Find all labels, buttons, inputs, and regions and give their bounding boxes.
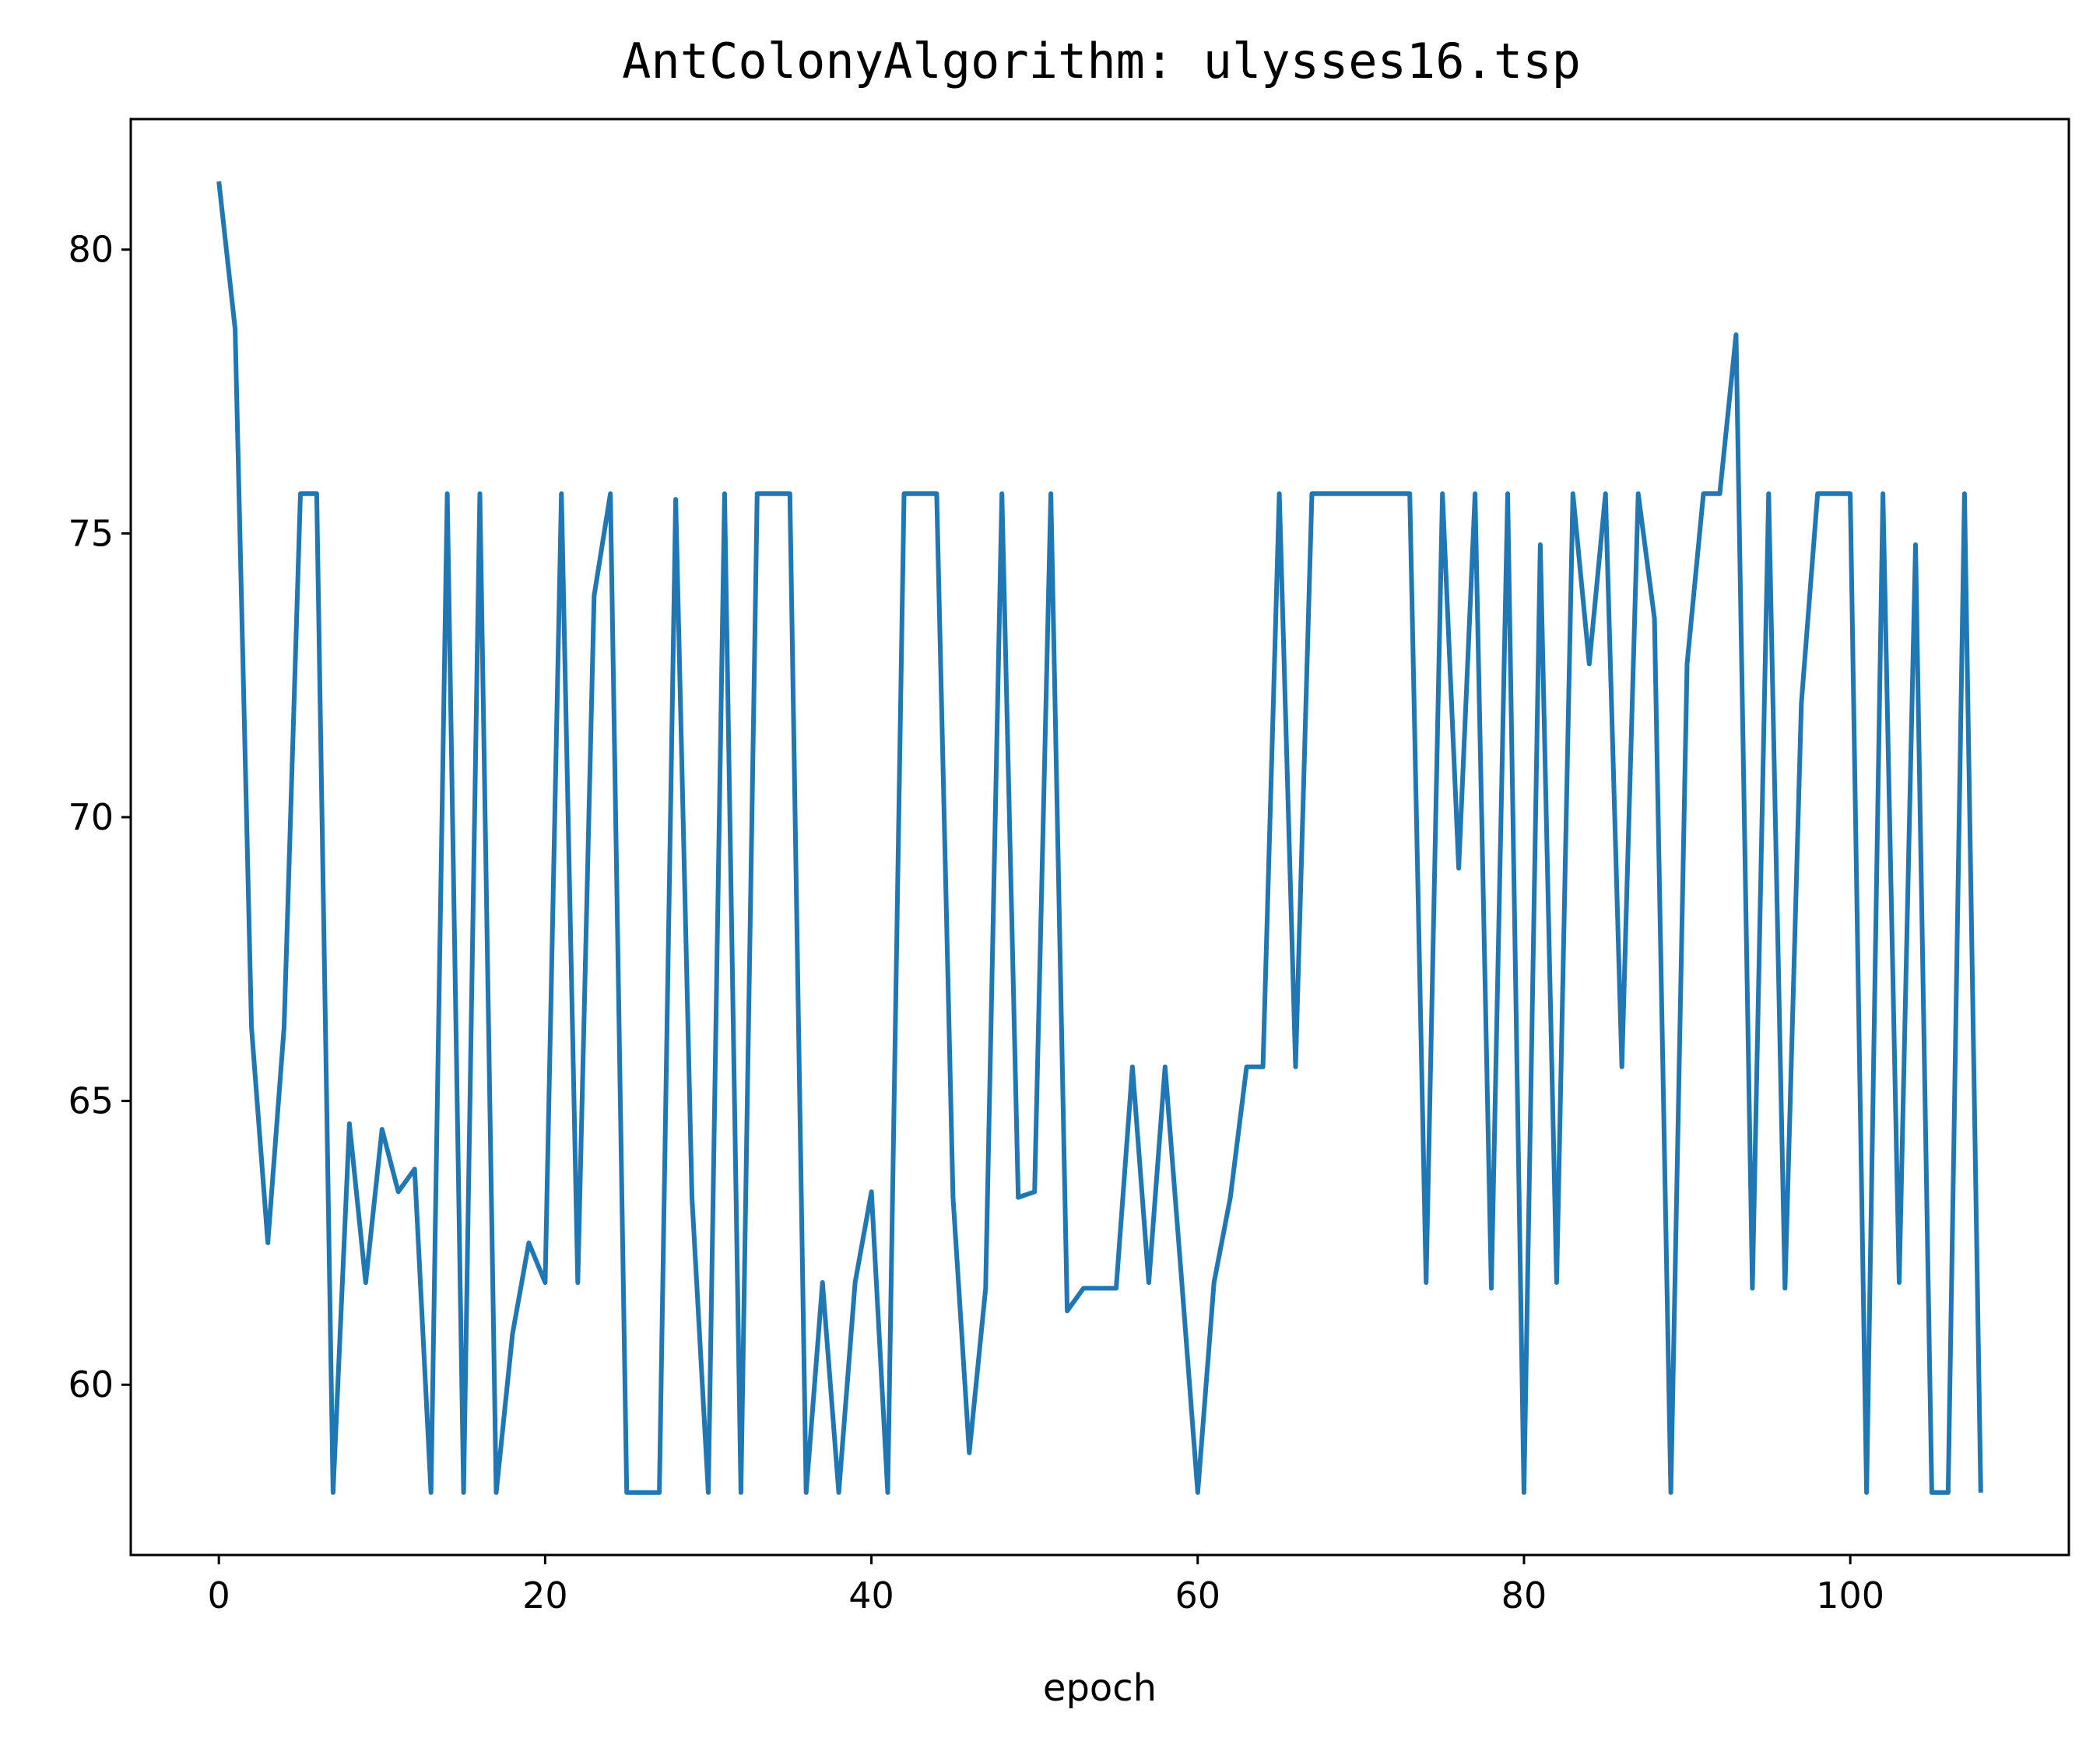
x-tick-label: 20: [522, 1574, 568, 1616]
x-tick-label: 100: [1816, 1574, 1884, 1616]
plot-data: [216, 181, 1983, 1495]
x-tick-label: 0: [208, 1574, 230, 1616]
x-tick-label: 40: [848, 1574, 894, 1616]
x-tick-label: 60: [1175, 1574, 1220, 1616]
y-tick-label: 75: [68, 512, 114, 554]
chart-title: AntColonyAlgorithm: ulysses16.tsp: [622, 33, 1581, 90]
y-axis-ticks: 60 65 70 75 80: [68, 229, 131, 1406]
y-tick-label: 65: [68, 1080, 114, 1122]
x-tick-label: 80: [1501, 1574, 1547, 1616]
y-tick-label: 60: [68, 1364, 114, 1406]
plot-frame: [129, 118, 2070, 1557]
y-tick-label: 70: [68, 796, 114, 838]
y-tick-label: 80: [68, 229, 114, 271]
x-axis-ticks: 0 20 40 60 80 100: [208, 1555, 1884, 1616]
series-line: [216, 181, 1983, 1495]
x-axis-label: epoch: [1043, 1666, 1157, 1710]
